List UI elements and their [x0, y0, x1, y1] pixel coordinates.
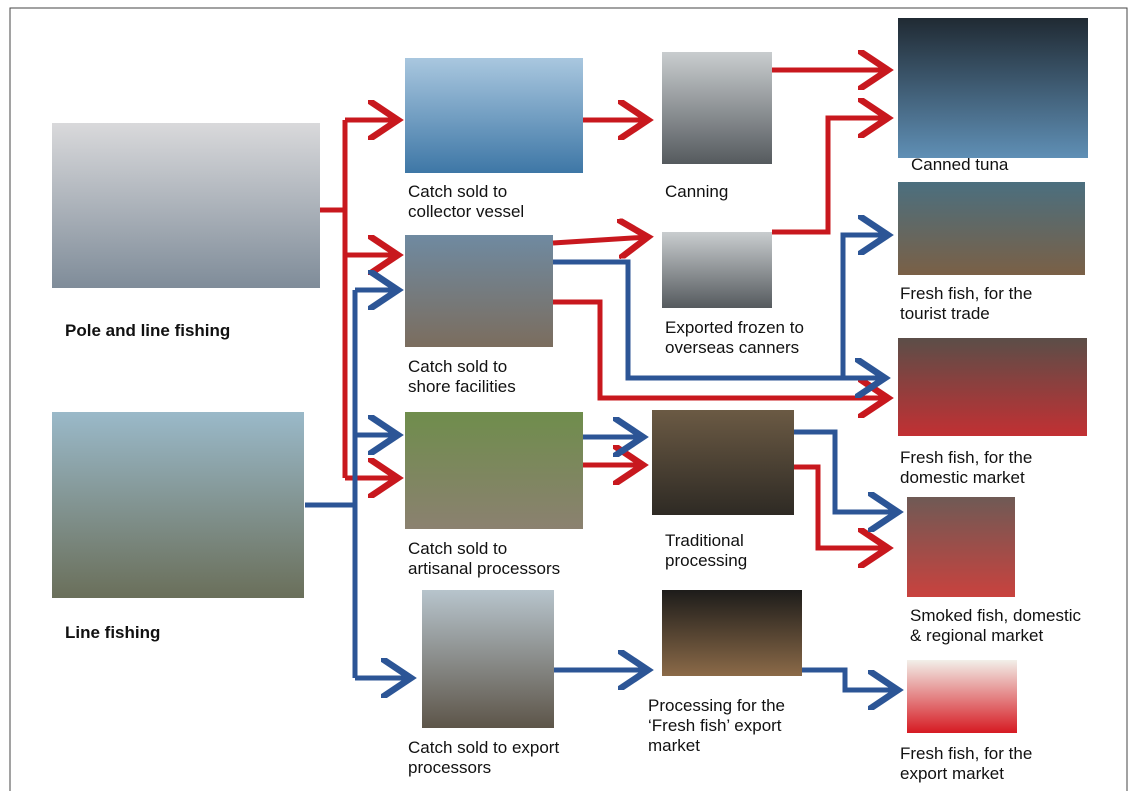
arrow	[553, 299, 888, 398]
node-label: Processing for the ‘Fresh fish’ export mar…	[648, 696, 785, 756]
photo	[898, 18, 1088, 158]
node-label: Canning	[665, 182, 728, 202]
label-line: ‘Fresh fish’ export	[648, 716, 782, 735]
label-line: shore facilities	[408, 377, 516, 396]
node-label: Traditional processing	[665, 531, 747, 571]
label-line: tourist trade	[900, 304, 990, 323]
node-label: Line fishing	[65, 623, 160, 643]
red-arrows	[320, 70, 888, 548]
label-line: Canned tuna	[911, 155, 1009, 174]
arrow	[305, 290, 358, 678]
label-line: processors	[408, 758, 492, 777]
photo	[907, 660, 1017, 733]
node-label: Smoked fish, domestic & regional market	[910, 606, 1081, 646]
label-line: export market	[900, 764, 1004, 783]
arrow	[840, 235, 888, 378]
label-line: Catch sold to	[408, 357, 508, 376]
photo	[52, 123, 320, 288]
photo	[652, 410, 794, 515]
label-line: Fresh fish, for the	[900, 744, 1033, 763]
node-label: Fresh fish, for the export market	[900, 744, 1032, 784]
label-line: Traditional	[665, 531, 744, 550]
photo	[662, 232, 772, 308]
label-line: collector vessel	[408, 202, 525, 221]
photo	[405, 235, 553, 347]
arrow	[772, 118, 888, 235]
blue-arrows	[305, 235, 898, 690]
label-line: processing	[665, 551, 748, 570]
node-label: Catch sold to shore facilities	[408, 357, 516, 397]
node-label: Canned tuna	[911, 155, 1008, 175]
node-label: Catch sold to export processors	[408, 738, 559, 778]
node-label: Fresh fish, for the domestic market	[900, 448, 1032, 488]
label-line: overseas canners	[665, 338, 800, 357]
label-line: artisanal processors	[408, 559, 561, 578]
photo	[52, 412, 304, 598]
photo	[898, 338, 1087, 436]
label-line: & regional market	[910, 626, 1044, 645]
node-label: Fresh fish, for the tourist trade	[900, 284, 1032, 324]
label-line: Fresh fish, for the	[900, 284, 1033, 303]
arrow	[802, 667, 898, 690]
label-line: Smoked fish, domestic	[910, 606, 1082, 625]
photo	[405, 412, 583, 529]
node-label: Pole and line fishing	[65, 321, 230, 341]
label-line: Catch sold to	[408, 182, 508, 201]
label-line: Pole and line fishing	[65, 321, 231, 340]
label-line: Exported frozen to	[665, 318, 804, 337]
photo	[662, 52, 772, 164]
label-line: Fresh fish, for the	[900, 448, 1033, 467]
label-line: Canning	[665, 182, 729, 201]
arrow	[794, 464, 888, 548]
label-line: Catch sold to export	[408, 738, 560, 757]
photo	[662, 590, 802, 676]
photo	[422, 590, 554, 728]
label-line: domestic market	[900, 468, 1025, 487]
label-line: Line fishing	[65, 623, 161, 642]
label-line: market	[648, 736, 700, 755]
frame	[9, 7, 1128, 791]
node-label: Exported frozen to overseas canners	[665, 318, 804, 358]
arrow	[794, 429, 898, 512]
arrow	[320, 120, 348, 478]
node-label: Catch sold to artisanal processors	[408, 539, 560, 579]
arrow	[553, 259, 885, 378]
label-line: Catch sold to	[408, 539, 508, 558]
arrow	[552, 237, 648, 243]
node-label: Catch sold to collector vessel	[408, 182, 524, 222]
photo	[907, 497, 1015, 597]
photo	[405, 58, 583, 173]
label-line: Processing for the	[648, 696, 786, 715]
photo	[898, 182, 1085, 275]
